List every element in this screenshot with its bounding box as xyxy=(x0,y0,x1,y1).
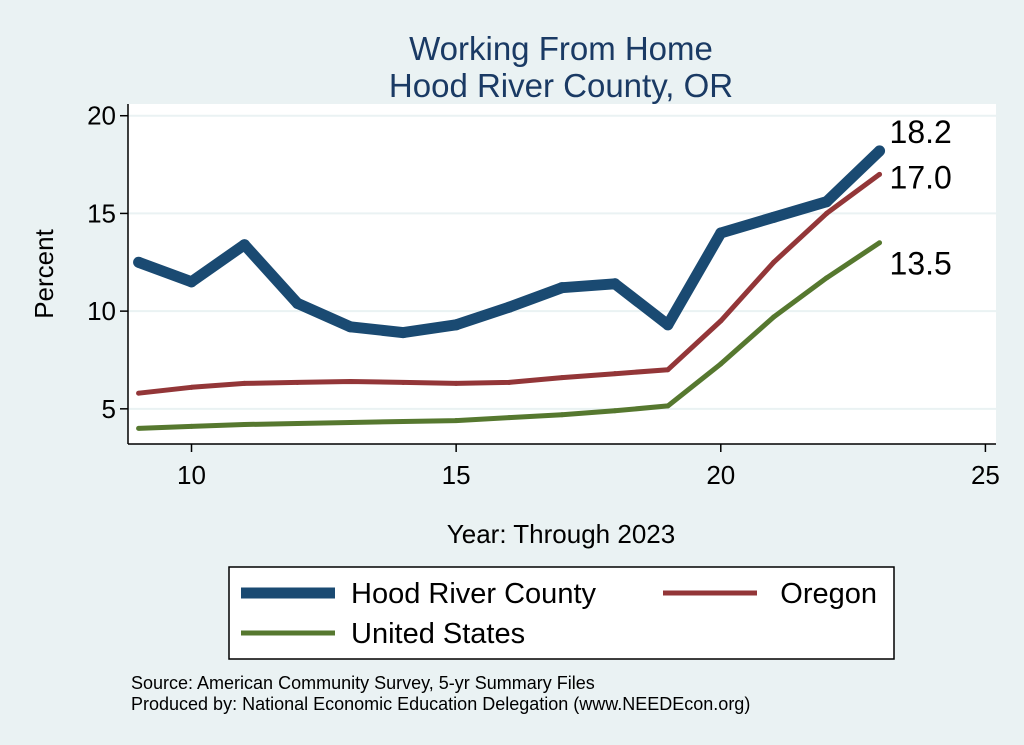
legend-label-oregon: Oregon xyxy=(780,578,877,610)
point-hood-river-county-12 xyxy=(768,211,780,223)
point-hood-river-county-4 xyxy=(344,321,356,333)
point-united-states-4 xyxy=(347,420,353,426)
point-united-states-7 xyxy=(506,415,512,421)
point-oregon-6 xyxy=(453,380,459,386)
point-oregon-8 xyxy=(559,375,565,381)
point-united-states-8 xyxy=(559,412,565,418)
point-united-states-3 xyxy=(294,420,300,426)
legend-label-hood-river: Hood River County xyxy=(351,578,596,610)
point-hood-river-county-13 xyxy=(821,196,833,208)
point-oregon-5 xyxy=(400,379,406,385)
point-hood-river-county-7 xyxy=(503,301,515,313)
x-tick-label-10: 10 xyxy=(177,460,206,490)
point-united-states-6 xyxy=(453,418,459,424)
point-united-states-9 xyxy=(612,408,618,414)
point-hood-river-county-5 xyxy=(397,327,409,339)
y-tick-label-5: 5 xyxy=(102,394,116,424)
point-oregon-4 xyxy=(347,378,353,384)
point-oregon-7 xyxy=(506,379,512,385)
end-labels: 18.2 17.0 13.5 xyxy=(890,114,952,282)
point-oregon-9 xyxy=(612,371,618,377)
y-axis-label: Percent xyxy=(29,228,59,318)
point-united-states-1 xyxy=(189,423,195,429)
point-oregon-1 xyxy=(189,384,195,390)
series-lines xyxy=(133,145,886,431)
point-united-states-12 xyxy=(771,314,777,320)
y-tick-label-15: 15 xyxy=(87,198,116,228)
end-label-oregon: 17.0 xyxy=(890,159,952,195)
point-oregon-11 xyxy=(718,318,724,324)
legend: Hood River County Oregon United States xyxy=(228,566,895,660)
x-tick-label-20: 20 xyxy=(706,460,735,490)
point-hood-river-county-10 xyxy=(662,319,674,331)
x-axis-label: Year: Through 2023 xyxy=(447,519,675,549)
point-united-states-5 xyxy=(400,419,406,425)
point-hood-river-county-6 xyxy=(450,319,462,331)
axes: 5 10 15 20 10 15 20 25 xyxy=(87,101,1000,490)
point-hood-river-county-14 xyxy=(874,145,886,157)
point-hood-river-county-9 xyxy=(609,278,621,290)
point-oregon-0 xyxy=(136,390,142,396)
y-tick-label-10: 10 xyxy=(87,296,116,326)
point-hood-river-county-3 xyxy=(291,297,303,309)
point-hood-river-county-0 xyxy=(133,256,145,268)
gridlines xyxy=(128,114,996,410)
point-united-states-14 xyxy=(877,240,883,246)
point-oregon-13 xyxy=(824,210,830,216)
x-tick-label-15: 15 xyxy=(442,460,471,490)
point-united-states-10 xyxy=(665,403,671,409)
point-oregon-2 xyxy=(241,380,247,386)
legend-label-united-states: United States xyxy=(351,618,525,650)
chart-title-line-1: Working From Home xyxy=(409,30,713,67)
point-united-states-0 xyxy=(136,425,142,431)
point-oregon-10 xyxy=(665,367,671,373)
end-label-hood-river-county: 18.2 xyxy=(890,114,952,150)
source-note: Source: American Community Survey, 5-yr … xyxy=(131,673,595,693)
legend-box xyxy=(228,566,895,660)
point-united-states-13 xyxy=(824,275,830,281)
producer-note: Produced by: National Economic Education… xyxy=(131,694,750,714)
x-tick-label-25: 25 xyxy=(971,460,1000,490)
y-tick-label-20: 20 xyxy=(87,101,116,131)
point-oregon-12 xyxy=(771,259,777,265)
point-oregon-14 xyxy=(877,171,883,177)
end-label-united-states: 13.5 xyxy=(890,246,952,282)
plot-area xyxy=(128,104,996,444)
chart-title-line-2: Hood River County, OR xyxy=(389,67,733,104)
point-united-states-11 xyxy=(718,361,724,367)
point-hood-river-county-2 xyxy=(238,239,250,251)
point-oregon-3 xyxy=(294,379,300,385)
point-hood-river-county-11 xyxy=(715,227,727,239)
point-hood-river-county-1 xyxy=(186,276,198,288)
point-united-states-2 xyxy=(241,421,247,427)
point-hood-river-county-8 xyxy=(556,282,568,294)
